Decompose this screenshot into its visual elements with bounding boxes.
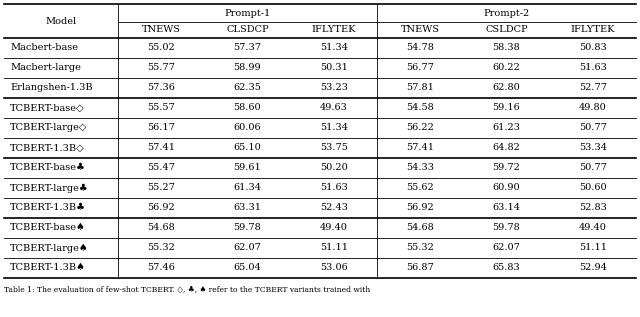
- Text: 53.23: 53.23: [320, 83, 348, 93]
- Text: 50.31: 50.31: [320, 63, 348, 73]
- Text: 52.94: 52.94: [579, 263, 607, 273]
- Text: 57.37: 57.37: [234, 43, 262, 53]
- Text: 56.17: 56.17: [147, 124, 175, 133]
- Text: 54.33: 54.33: [406, 164, 434, 172]
- Text: 51.34: 51.34: [320, 43, 348, 53]
- Text: 49.80: 49.80: [579, 103, 607, 113]
- Text: Erlangshen-1.3B: Erlangshen-1.3B: [10, 83, 93, 93]
- Text: 61.23: 61.23: [493, 124, 520, 133]
- Text: 56.87: 56.87: [406, 263, 434, 273]
- Text: 59.61: 59.61: [234, 164, 261, 172]
- Text: 53.06: 53.06: [320, 263, 348, 273]
- Text: 49.40: 49.40: [320, 223, 348, 232]
- Text: IFLYTEK: IFLYTEK: [571, 25, 615, 35]
- Text: 60.90: 60.90: [493, 184, 520, 192]
- Text: TCBERT-base◇: TCBERT-base◇: [10, 103, 84, 113]
- Text: TCBERT-large♠: TCBERT-large♠: [10, 243, 88, 253]
- Text: 57.41: 57.41: [147, 144, 175, 152]
- Text: 57.41: 57.41: [406, 144, 434, 152]
- Text: 51.63: 51.63: [320, 184, 348, 192]
- Text: 60.22: 60.22: [493, 63, 520, 73]
- Text: 65.10: 65.10: [234, 144, 261, 152]
- Text: 49.40: 49.40: [579, 223, 607, 232]
- Text: 62.80: 62.80: [493, 83, 520, 93]
- Text: 55.77: 55.77: [147, 63, 175, 73]
- Text: 59.72: 59.72: [493, 164, 520, 172]
- Text: 55.62: 55.62: [406, 184, 434, 192]
- Text: 54.58: 54.58: [406, 103, 434, 113]
- Text: Macbert-large: Macbert-large: [10, 63, 81, 73]
- Text: 53.75: 53.75: [320, 144, 348, 152]
- Text: 60.06: 60.06: [234, 124, 261, 133]
- Text: 55.27: 55.27: [147, 184, 175, 192]
- Text: 56.92: 56.92: [406, 204, 434, 212]
- Text: 55.47: 55.47: [147, 164, 175, 172]
- Text: 59.16: 59.16: [493, 103, 520, 113]
- Text: IFLYTEK: IFLYTEK: [312, 25, 356, 35]
- Text: TCBERT-1.3B◇: TCBERT-1.3B◇: [10, 144, 84, 152]
- Text: 63.31: 63.31: [234, 204, 262, 212]
- Text: 57.36: 57.36: [147, 83, 175, 93]
- Text: Model: Model: [45, 16, 77, 25]
- Text: Macbert-base: Macbert-base: [10, 43, 78, 53]
- Text: 56.92: 56.92: [147, 204, 175, 212]
- Text: 64.82: 64.82: [493, 144, 520, 152]
- Text: 52.77: 52.77: [579, 83, 607, 93]
- Text: 49.63: 49.63: [320, 103, 348, 113]
- Text: 65.83: 65.83: [493, 263, 520, 273]
- Text: 52.83: 52.83: [579, 204, 607, 212]
- Text: 61.34: 61.34: [234, 184, 262, 192]
- Text: 54.68: 54.68: [406, 223, 434, 232]
- Text: 62.35: 62.35: [234, 83, 261, 93]
- Text: 59.78: 59.78: [234, 223, 261, 232]
- Text: Table 1: The evaluation of few-shot TCBERT. ◇, ♣, ♠ refer to the TCBERT variants: Table 1: The evaluation of few-shot TCBE…: [4, 286, 371, 294]
- Text: 52.43: 52.43: [320, 204, 348, 212]
- Text: 50.60: 50.60: [579, 184, 607, 192]
- Text: TCBERT-1.3B♣: TCBERT-1.3B♣: [10, 204, 86, 212]
- Text: 62.07: 62.07: [234, 243, 261, 253]
- Text: 58.60: 58.60: [234, 103, 261, 113]
- Text: 58.38: 58.38: [493, 43, 520, 53]
- Text: 50.83: 50.83: [579, 43, 607, 53]
- Text: 58.99: 58.99: [234, 63, 261, 73]
- Text: 57.81: 57.81: [406, 83, 434, 93]
- Text: 63.14: 63.14: [493, 204, 520, 212]
- Text: 56.22: 56.22: [406, 124, 434, 133]
- Text: TCBERT-1.3B♠: TCBERT-1.3B♠: [10, 263, 86, 273]
- Text: TNEWS: TNEWS: [401, 25, 440, 35]
- Text: 51.63: 51.63: [579, 63, 607, 73]
- Text: 59.78: 59.78: [493, 223, 520, 232]
- Text: Prompt-1: Prompt-1: [225, 9, 271, 17]
- Text: 55.57: 55.57: [147, 103, 175, 113]
- Text: CLSDCP: CLSDCP: [226, 25, 269, 35]
- Text: 55.02: 55.02: [147, 43, 175, 53]
- Text: 62.07: 62.07: [493, 243, 520, 253]
- Text: CSLDCP: CSLDCP: [485, 25, 528, 35]
- Text: 55.32: 55.32: [406, 243, 434, 253]
- Text: TCBERT-large◇: TCBERT-large◇: [10, 124, 88, 133]
- Text: Prompt-2: Prompt-2: [483, 9, 530, 17]
- Text: TCBERT-large♣: TCBERT-large♣: [10, 183, 88, 193]
- Text: TNEWS: TNEWS: [141, 25, 180, 35]
- Text: 54.78: 54.78: [406, 43, 434, 53]
- Text: TCBERT-base♠: TCBERT-base♠: [10, 223, 86, 232]
- Text: TCBERT-base♣: TCBERT-base♣: [10, 164, 86, 172]
- Text: 51.11: 51.11: [579, 243, 607, 253]
- Text: 51.34: 51.34: [320, 124, 348, 133]
- Text: 54.68: 54.68: [147, 223, 175, 232]
- Text: 55.32: 55.32: [147, 243, 175, 253]
- Text: 50.77: 50.77: [579, 164, 607, 172]
- Text: 50.77: 50.77: [579, 124, 607, 133]
- Text: 57.46: 57.46: [147, 263, 175, 273]
- Text: 56.77: 56.77: [406, 63, 434, 73]
- Text: 50.20: 50.20: [320, 164, 348, 172]
- Text: 51.11: 51.11: [320, 243, 348, 253]
- Text: 53.34: 53.34: [579, 144, 607, 152]
- Text: 65.04: 65.04: [234, 263, 261, 273]
